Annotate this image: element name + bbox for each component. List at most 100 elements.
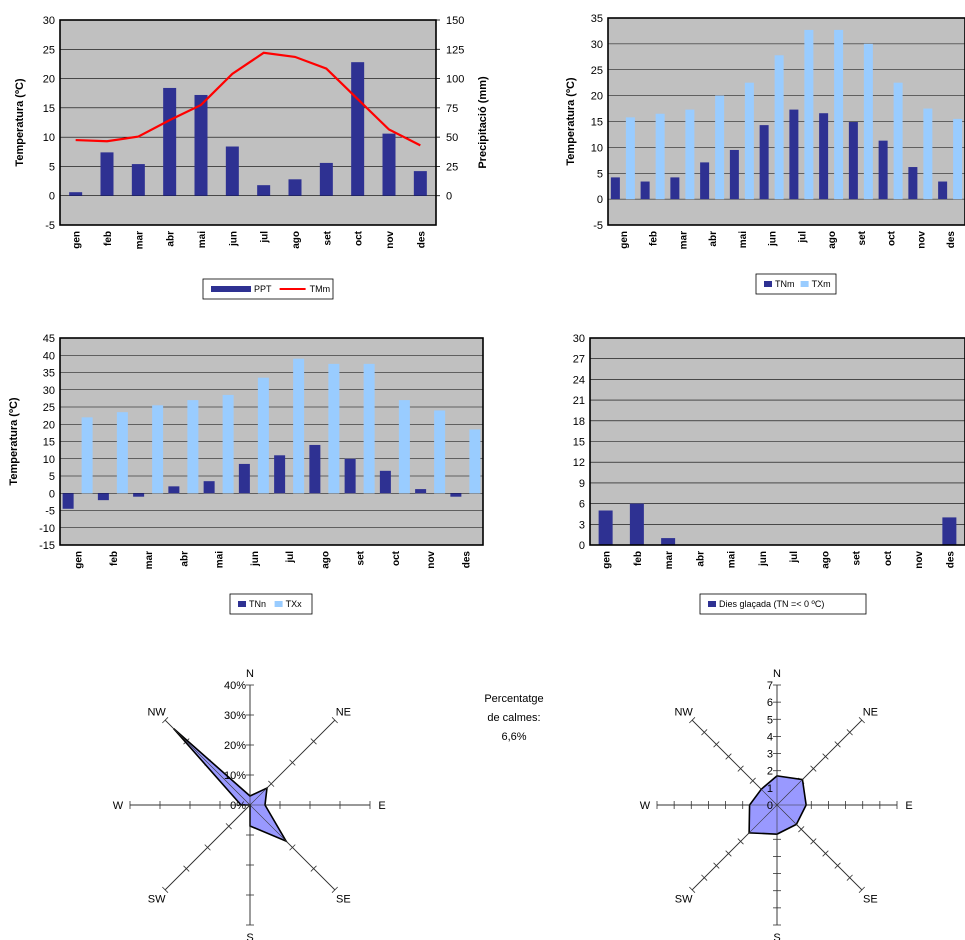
x-tick-label: nov — [426, 551, 437, 569]
y-tick-label: 25 — [43, 402, 55, 414]
bar-tnm — [640, 181, 650, 200]
chart-mean-min-max-temperature: -5 0 5 10 15 20 25 30 35 gen feb mar abr mai jun jul ago… — [565, 13, 965, 295]
bar-ppt — [131, 164, 145, 196]
y-tick-label: 5 — [597, 168, 603, 180]
bar-ppt — [319, 162, 333, 196]
x-tick-label: abr — [708, 231, 719, 247]
x-tick-label: mai — [197, 231, 208, 248]
y-tick-label: 40 — [43, 350, 55, 362]
bar-tnn — [450, 493, 462, 497]
y-tick-label: 10 — [43, 454, 55, 466]
x-tick-label: oct — [391, 550, 402, 566]
rose-radial-label: 0% — [230, 800, 246, 812]
x-tick-label: des — [945, 551, 956, 569]
rose-axis-overlay — [691, 804, 778, 891]
bar-ppt — [69, 192, 83, 196]
legend-label: PPT — [254, 284, 272, 294]
rose-axis-overlay — [776, 804, 863, 891]
legend-swatch — [800, 281, 809, 287]
bar-txm — [774, 55, 784, 200]
x-tick-label: ago — [320, 551, 331, 569]
bar-tnn — [62, 493, 74, 509]
bar-txx — [187, 400, 199, 494]
y2-axis-label: Precipitació (mm) — [477, 76, 489, 169]
bar-dies — [942, 517, 957, 545]
bar-tnn — [97, 493, 109, 501]
bar-tnm — [819, 113, 829, 200]
rose-direction-label: W — [113, 800, 124, 812]
bar-txx — [116, 412, 128, 494]
plot-frame — [607, 17, 965, 226]
bar-tnn — [379, 470, 391, 494]
x-tick-label: mar — [664, 551, 675, 569]
y-tick-label: -5 — [593, 220, 603, 232]
bar-ppt — [413, 171, 427, 196]
legend-label: TXx — [286, 599, 303, 609]
rose-direction-label: N — [773, 668, 781, 680]
y-tick-label: 30 — [573, 333, 585, 345]
y-tick-label: 5 — [49, 161, 55, 173]
bar-txx — [363, 363, 375, 494]
y2-tick-label: 125 — [446, 44, 464, 56]
x-tick-label: nov — [916, 231, 927, 249]
bar-txm — [893, 82, 903, 200]
y-tick-label: 12 — [573, 457, 585, 469]
rose-direction-label: E — [905, 800, 912, 812]
bar-ppt — [257, 185, 271, 196]
bar-tnm — [759, 125, 769, 200]
y-tick-label: 35 — [591, 13, 603, 25]
x-tick-label: abr — [695, 551, 706, 567]
x-tick-label: oct — [354, 230, 365, 246]
y2-tick-label: 75 — [446, 103, 458, 115]
x-tick-label: mar — [134, 231, 145, 249]
rose-axis-overlay — [249, 804, 336, 891]
bar-tnm — [908, 167, 918, 200]
rose-radial-label: 10% — [224, 770, 246, 782]
line-tmm — [75, 51, 421, 147]
x-tick-label: ago — [820, 551, 831, 569]
bar-txx — [222, 394, 234, 494]
bar-tnn — [415, 489, 427, 494]
legend-box — [229, 593, 313, 615]
rose-direction-label: SW — [675, 893, 693, 905]
y-tick-label: 20 — [43, 419, 55, 431]
x-tick-label: set — [857, 230, 868, 245]
x-tick-label: feb — [633, 551, 644, 566]
x-tick-label: jun — [768, 231, 779, 247]
rose-direction-label: NE — [863, 707, 878, 719]
y-tick-label: 20 — [43, 74, 55, 86]
legend-box — [699, 593, 867, 615]
x-tick-label: mar — [144, 551, 155, 569]
bar-ppt — [351, 62, 365, 196]
bar-ppt — [100, 152, 114, 196]
y-tick-label: 0 — [597, 194, 603, 206]
y-tick-label: 0 — [579, 540, 585, 552]
y2-tick-label: 50 — [446, 132, 458, 144]
y-axis-label: Temperatura (ºC) — [8, 397, 20, 485]
rose-direction-label: SE — [863, 893, 878, 905]
bar-txx — [328, 363, 340, 494]
y-tick-label: 35 — [43, 368, 55, 380]
legend-label: TMm — [310, 284, 331, 294]
x-tick-label: jul — [797, 231, 808, 244]
bar-ppt — [225, 146, 239, 196]
y-tick-label: -15 — [39, 540, 55, 552]
x-tick-label: mai — [727, 551, 738, 568]
bar-tnm — [729, 149, 739, 200]
bar-tnn — [344, 458, 356, 494]
y-tick-label: 21 — [573, 395, 585, 407]
calm-percentage-note: Percentatge de calmes: 6,6% — [484, 693, 543, 743]
x-tick-label: gen — [72, 231, 83, 249]
y-tick-label: 15 — [43, 103, 55, 115]
calm-note-line3: 6,6% — [501, 731, 526, 743]
x-tick-label: ago — [291, 231, 302, 249]
bar-txm — [685, 109, 695, 200]
rose-radial-label: 30% — [224, 710, 246, 722]
x-tick-label: mar — [678, 231, 689, 249]
rose-axis-overlay — [776, 719, 863, 806]
y-axis-label: Temperatura (ºC) — [565, 77, 577, 165]
bar-ppt — [163, 87, 177, 196]
bar-tnn — [238, 463, 250, 494]
rose-direction-label: E — [378, 800, 385, 812]
x-tick-label: nov — [914, 551, 925, 569]
